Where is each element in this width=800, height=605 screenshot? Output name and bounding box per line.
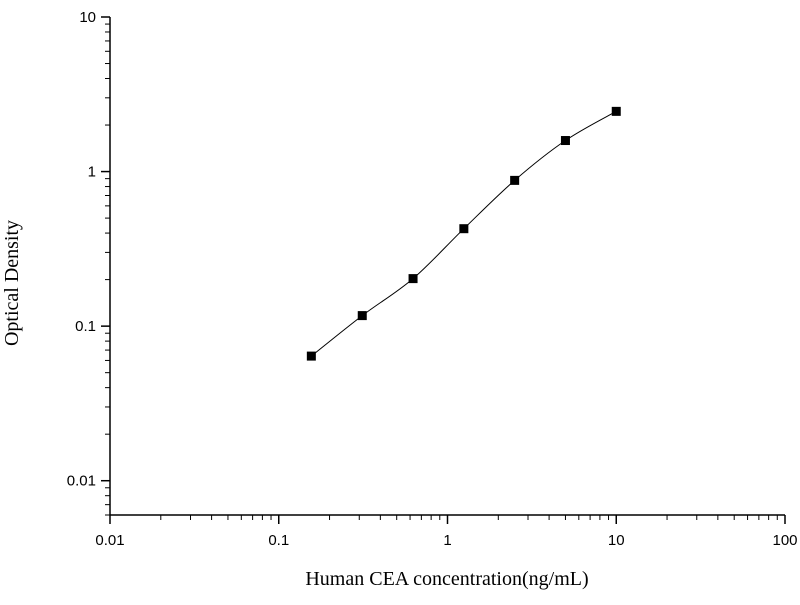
fit-curve xyxy=(311,110,617,357)
y-axis-title: Optical Density xyxy=(1,220,23,346)
data-point xyxy=(459,224,469,234)
data-point xyxy=(611,106,621,116)
x-tick-label: 1 xyxy=(443,532,451,549)
x-tick-label: 100 xyxy=(772,532,797,549)
axes: 0.01 0.1 1 10 100 0.01 0.1 1 10 xyxy=(67,9,798,549)
x-axis-title: Human CEA concentration(ng/mL) xyxy=(305,568,588,590)
y-tick-label: 1 xyxy=(88,164,96,181)
x-tick-label: 0.01 xyxy=(95,532,124,549)
data-point xyxy=(357,311,367,321)
x-tick-label: 0.1 xyxy=(268,532,289,549)
data-points xyxy=(306,106,621,361)
data-point xyxy=(306,351,316,361)
y-tick-label: 0.01 xyxy=(67,473,96,490)
data-point xyxy=(510,175,520,185)
fit-curve-layer xyxy=(311,110,617,357)
y-tick-label: 0.1 xyxy=(75,318,96,335)
data-point xyxy=(560,136,570,146)
data-point xyxy=(408,274,418,284)
y-tick-label: 10 xyxy=(79,9,96,26)
x-tick-label: 10 xyxy=(608,532,625,549)
